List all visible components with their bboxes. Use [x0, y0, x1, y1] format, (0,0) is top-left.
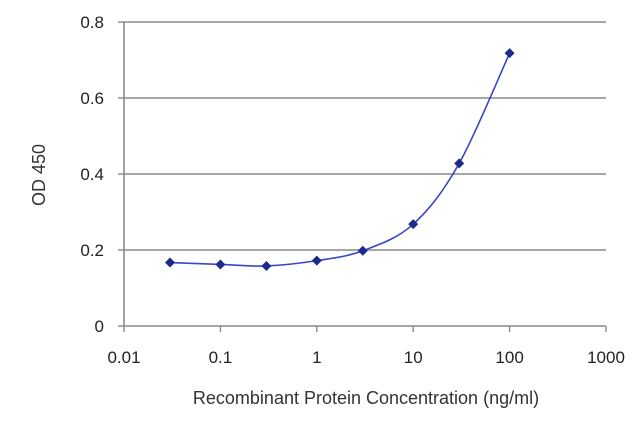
data-point — [408, 219, 419, 230]
fit-curve-layer — [169, 52, 511, 267]
data-point — [164, 257, 175, 268]
y-tick-label: 0.6 — [80, 89, 104, 108]
grid-layer — [124, 21, 606, 251]
data-point — [454, 158, 465, 169]
y-tick-label: 0.4 — [80, 165, 104, 184]
x-tick-label: 1 — [312, 348, 321, 367]
x-axis-title: Recombinant Protein Concentration (ng/ml… — [193, 388, 539, 408]
data-point — [261, 260, 272, 271]
x-tick-label: 10 — [404, 348, 423, 367]
x-tick-label: 0.01 — [107, 348, 140, 367]
data-points — [164, 48, 515, 271]
data-point — [504, 48, 515, 59]
data-point — [311, 255, 322, 266]
x-tick-label: 100 — [495, 348, 523, 367]
axes-layer — [118, 21, 607, 332]
y-tick-label: 0 — [95, 317, 104, 336]
x-tick-label: 1000 — [587, 348, 625, 367]
fit-curve — [169, 52, 511, 267]
tick-labels: 0 0.2 0.4 0.6 0.8 0.01 0.1 1 10 100 1000 — [80, 13, 625, 367]
x-tick-label: 0.1 — [209, 348, 233, 367]
y-axis-title: OD 450 — [29, 144, 49, 206]
y-tick-label: 0.2 — [80, 241, 104, 260]
y-tick-label: 0.8 — [80, 13, 104, 32]
data-point — [215, 259, 226, 270]
data-point — [357, 245, 368, 256]
